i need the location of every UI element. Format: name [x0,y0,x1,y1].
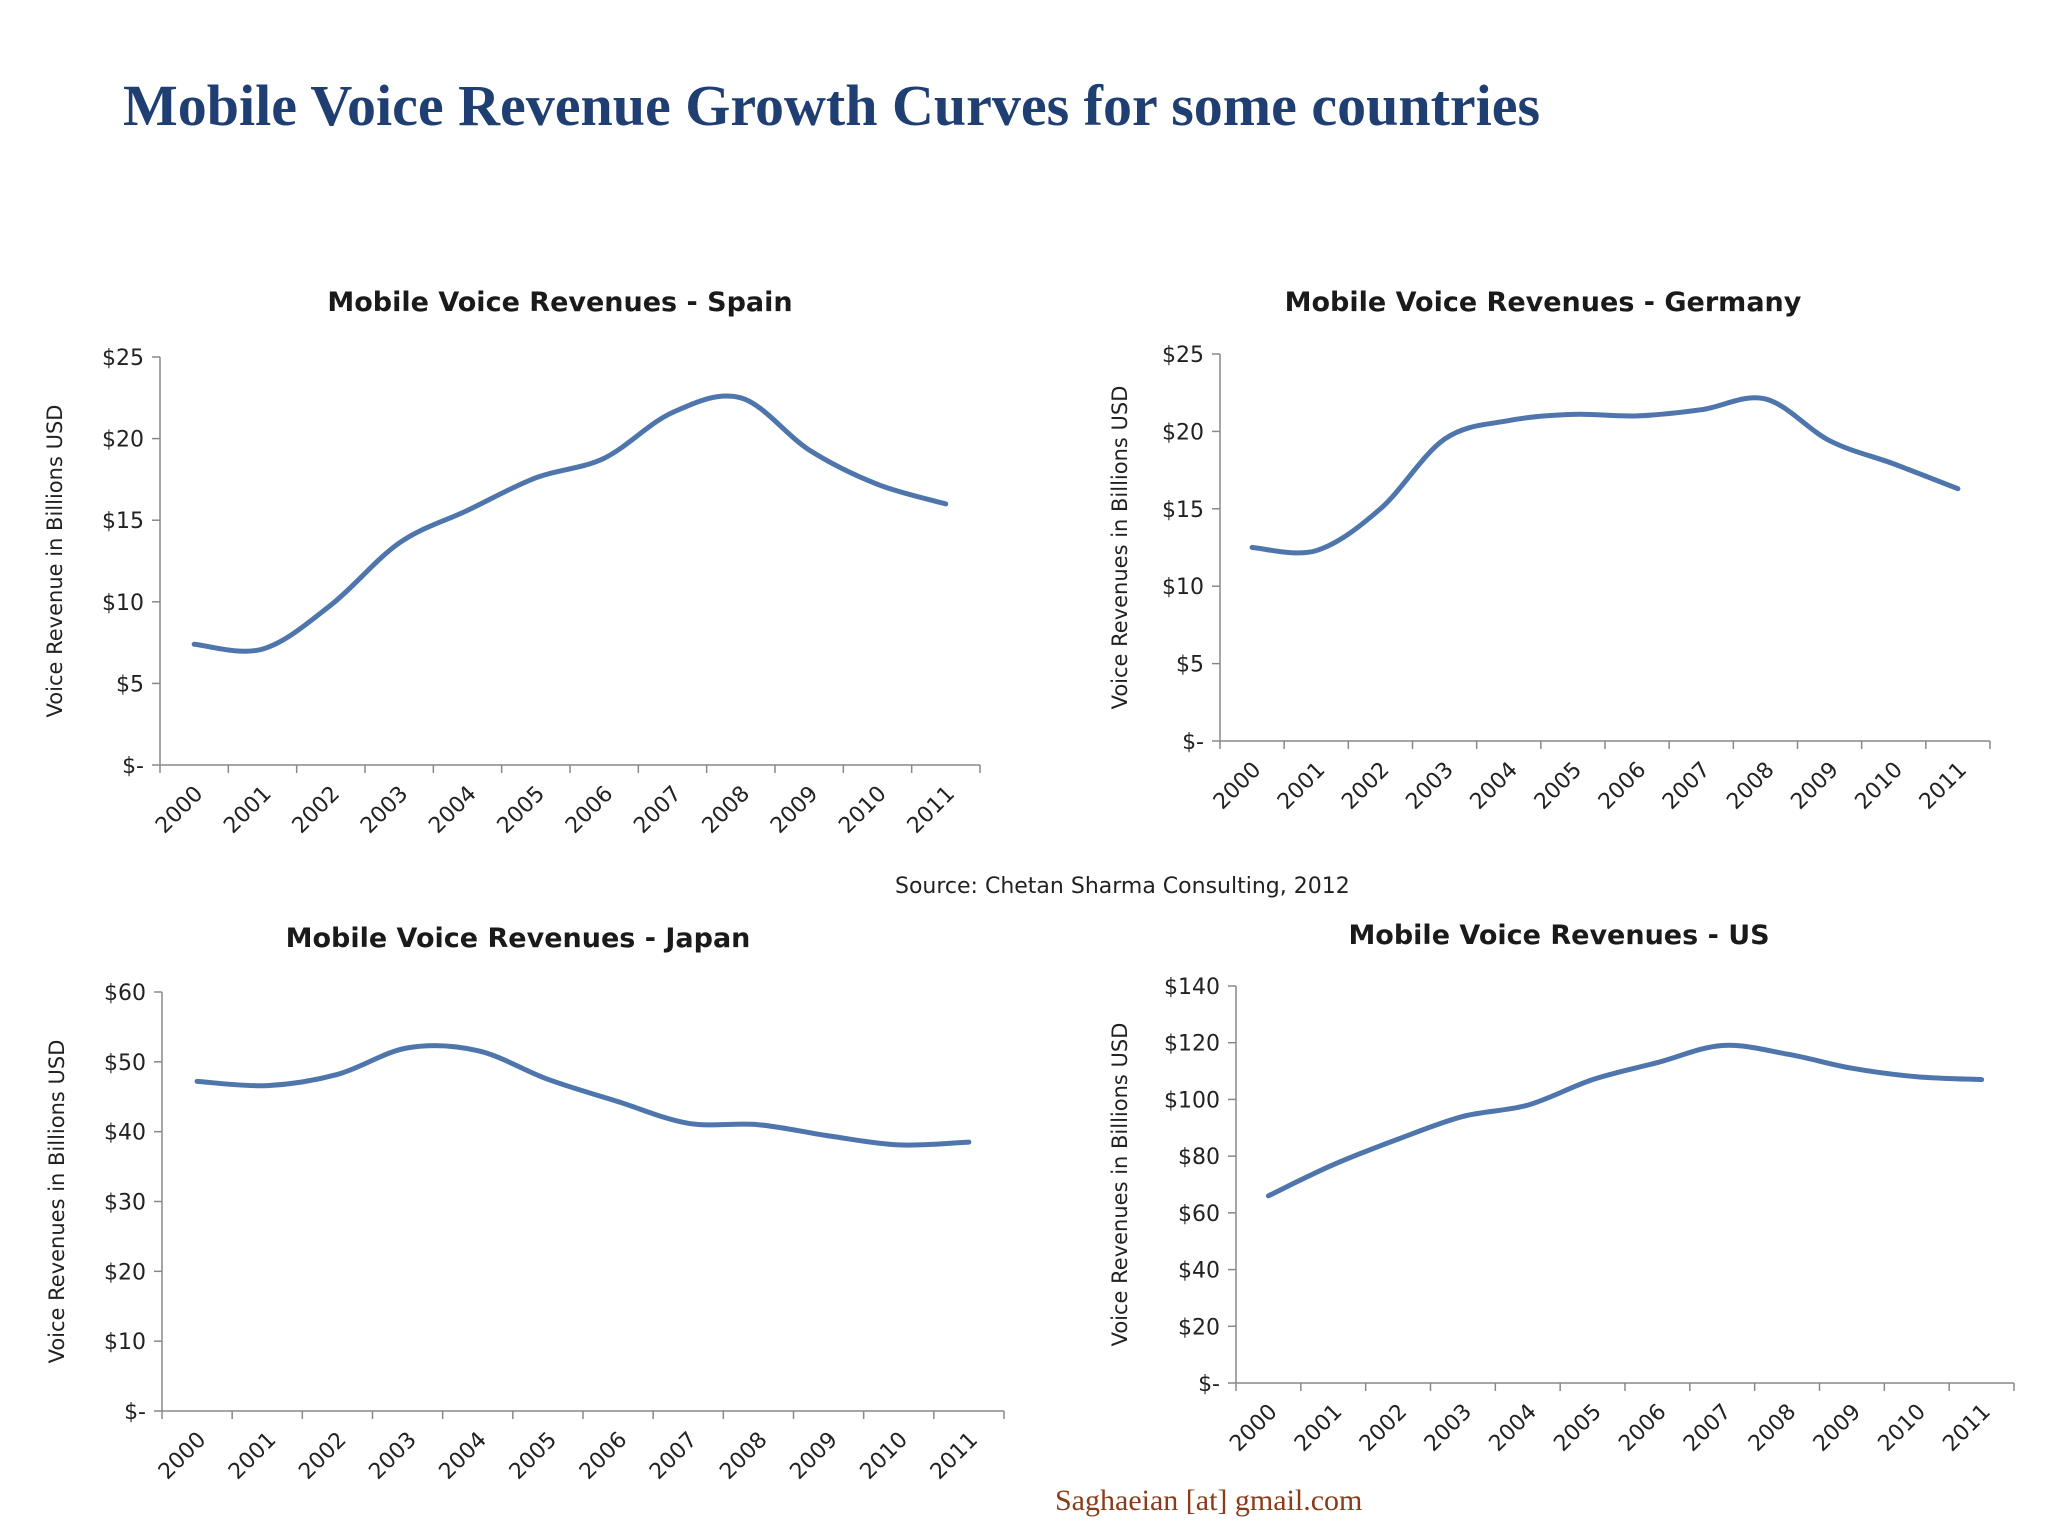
y-tick-label: $40 [1178,1259,1220,1284]
y-tick-label: $80 [1178,1145,1220,1170]
x-tick-label: 2000 [1225,1399,1282,1456]
y-tick-label: $10 [102,591,144,616]
y-tick-label: $20 [102,428,144,453]
x-tick-label: 2003 [364,1427,421,1484]
y-tick-label: $15 [1162,498,1204,523]
x-tick-label: 2010 [834,781,891,838]
y-tick-label: $100 [1164,1088,1220,1113]
x-tick-label: 2005 [505,1427,562,1484]
x-tick-label: 2005 [1530,757,1587,814]
x-tick-label: 2002 [1337,757,1394,814]
x-tick-label: 2003 [1420,1399,1477,1456]
x-tick-label: 2002 [294,1427,351,1484]
series-line [194,1043,972,1148]
x-tick-label: 2004 [424,781,481,838]
y-tick-label: $15 [102,509,144,534]
y-tick-label: $20 [1178,1315,1220,1340]
y-tick-label: $20 [1162,420,1204,445]
x-tick-label: 2011 [903,781,960,838]
x-tick-label: 2008 [698,781,755,838]
x-tick-label: 2001 [1290,1399,1347,1456]
x-tick-label: 2009 [766,781,823,838]
x-tick-label: 2001 [219,781,276,838]
source-note: Source: Chetan Sharma Consulting, 2012 [895,874,1350,899]
chart-title: Mobile Voice Revenues - Japan [286,923,751,954]
chart-title: Mobile Voice Revenues - Germany [1285,287,1802,318]
y-axis-label: Voice Revenues in Billions USD [1108,1023,1132,1347]
x-tick-label: 2007 [629,781,686,838]
chart-title: Mobile Voice Revenues - US [1348,920,1769,951]
y-tick-label: $- [1198,1372,1220,1397]
series-line [1265,1042,1985,1199]
x-tick-label: 2002 [288,781,345,838]
x-tick-label: 2011 [1938,1399,1995,1456]
x-tick-label: 2010 [1874,1399,1931,1456]
x-tick-label: 2006 [1594,757,1651,814]
y-tick-label: $120 [1164,1032,1220,1057]
y-tick-label: $40 [104,1121,146,1146]
x-tick-label: 2000 [1209,757,1266,814]
x-tick-label: 2010 [1851,757,1908,814]
x-tick-label: 2001 [1273,757,1330,814]
x-tick-label: 2008 [1744,1399,1801,1456]
y-tick-label: $10 [1162,575,1204,600]
chart-1: Mobile Voice Revenues - Germany $- $5 $10 $1… [1108,287,1991,815]
x-tick-label: 2006 [561,781,618,838]
x-tick-label: 2008 [1722,757,1779,814]
chart-2: Mobile Voice Revenues - Japan $- $10 $20 $30… [45,923,1005,1485]
x-tick-label: 2003 [1401,757,1458,814]
y-tick-label: $10 [104,1330,146,1355]
y-tick-label: $5 [1176,653,1204,678]
x-tick-label: 2000 [151,781,208,838]
x-tick-label: 2009 [1809,1399,1866,1456]
x-tick-label: 2003 [356,781,413,838]
y-tick-label: $60 [1178,1202,1220,1227]
y-axis-label: Voice Revenues in Billions USD [1108,386,1132,710]
x-tick-label: 2007 [1679,1399,1736,1456]
series-line [191,393,949,654]
x-tick-label: 2005 [1549,1399,1606,1456]
x-tick-label: 2002 [1355,1399,1412,1456]
x-tick-label: 2011 [1915,757,1972,814]
chart-title: Mobile Voice Revenues - Spain [327,287,792,318]
y-tick-label: $25 [1162,343,1204,368]
slide-title: Mobile Voice Revenue Growth Curves for s… [123,73,1541,138]
x-tick-label: 2000 [154,1427,211,1484]
y-tick-label: $140 [1164,975,1220,1000]
x-tick-label: 2006 [1614,1399,1671,1456]
y-tick-label: $5 [116,672,144,697]
chart-0: Mobile Voice Revenues - Spain $- $5 $10 $15 $… [43,287,981,839]
y-tick-label: $25 [102,346,144,371]
x-tick-label: 2004 [1466,757,1523,814]
x-tick-label: 2009 [1786,757,1843,814]
y-tick-label: $50 [104,1051,146,1076]
x-tick-label: 2009 [785,1427,842,1484]
y-tick-label: $20 [104,1260,146,1285]
chart-3: Mobile Voice Revenues - US $- $20 $40 $60 $80… [1108,920,2015,1457]
y-tick-label: $- [122,754,144,779]
x-tick-label: 2005 [493,781,550,838]
y-tick-label: $- [1182,730,1204,755]
x-tick-label: 2004 [1485,1399,1542,1456]
y-tick-label: $60 [104,981,146,1006]
x-tick-label: 2010 [856,1427,913,1484]
footer-email: Saghaeian [at] gmail.com [1055,1484,1363,1517]
series-line [1249,395,1961,556]
x-tick-label: 2001 [224,1427,281,1484]
x-tick-label: 2011 [926,1427,983,1484]
x-tick-label: 2007 [1658,757,1715,814]
x-tick-label: 2007 [645,1427,702,1484]
y-tick-label: $30 [104,1191,146,1216]
x-tick-label: 2008 [715,1427,772,1484]
y-tick-label: $- [124,1400,146,1425]
y-axis-label: Voice Revenues in Billions USD [45,1040,69,1364]
x-tick-label: 2006 [575,1427,632,1484]
y-axis-label: Voice Revenue in Billions USD [43,405,67,718]
x-tick-label: 2004 [435,1427,492,1484]
